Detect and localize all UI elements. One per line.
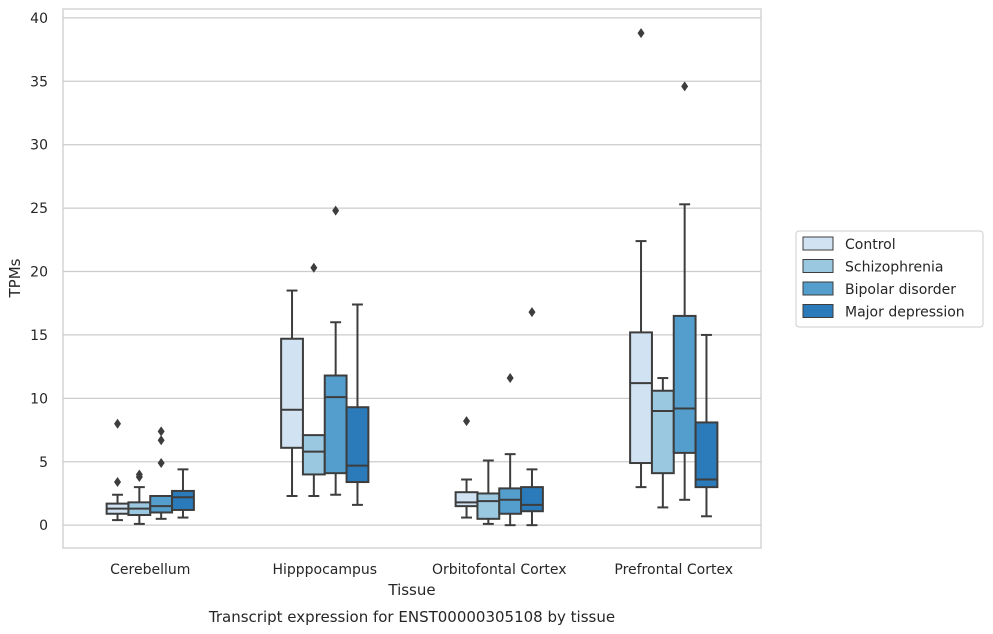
box-body — [454, 491, 479, 508]
box-schizophrenia — [301, 262, 326, 498]
box-body — [694, 421, 719, 489]
outlier-point — [114, 418, 122, 429]
box-body — [520, 486, 544, 513]
box-body — [672, 314, 697, 454]
x-tick-label: Cerebellum — [110, 562, 190, 578]
box-major-depression — [694, 333, 719, 518]
box-body — [301, 434, 326, 476]
box-control — [280, 289, 304, 498]
y-tick-label: 15 — [30, 328, 48, 344]
legend-swatch — [802, 281, 834, 296]
box-major-depression — [520, 307, 544, 527]
y-tick-label: 40 — [30, 11, 48, 27]
legend-frame — [795, 230, 984, 328]
outlier-point — [310, 262, 318, 273]
outlier-point — [157, 426, 165, 437]
box-body — [345, 406, 370, 484]
outlier-point — [135, 469, 143, 480]
box-bipolar-disorder — [672, 81, 697, 501]
x-tick-label: Orbitofontal Cortex — [432, 562, 567, 578]
outlier-point — [114, 477, 122, 488]
box-body — [280, 337, 304, 449]
legend-swatch — [802, 259, 834, 273]
box-major-depression — [345, 303, 370, 506]
y-tick-label: 5 — [39, 455, 48, 471]
y-tick-labels: 0 5 10 15 20 25 30 35 40 — [30, 11, 48, 534]
box-body — [629, 331, 653, 465]
y-tick-label: 10 — [30, 391, 48, 407]
y-tick-label: 25 — [30, 201, 48, 217]
legend-label: Control — [845, 237, 896, 253]
legend-label: Schizophrenia — [845, 260, 943, 276]
box-groups — [105, 28, 719, 527]
outlier-point — [157, 458, 165, 469]
outlier-point — [332, 205, 340, 216]
legend-label: Bipolar disorder — [845, 282, 956, 298]
y-tick-label: 20 — [30, 265, 48, 281]
y-tick-label: 30 — [30, 138, 48, 154]
y-tick-label: 0 — [39, 518, 48, 534]
box-body — [498, 487, 523, 515]
outlier-point — [637, 28, 645, 39]
box-body — [323, 374, 348, 475]
box-control — [454, 416, 479, 519]
outlier-point — [506, 373, 514, 384]
x-axis-title: Tissue — [387, 581, 435, 599]
x-tick-label: Hipppocampus — [272, 562, 377, 578]
chart-caption: Transcript expression for ENST0000030510… — [208, 608, 615, 626]
box-schizophrenia — [650, 377, 675, 509]
box-body — [149, 495, 174, 514]
box-major-depression — [171, 468, 195, 519]
legend-label: Major depression — [845, 305, 965, 321]
box-body — [650, 389, 675, 475]
x-tick-label: Prefrontal Cortex — [614, 562, 733, 578]
outlier-point — [681, 81, 689, 92]
legend: Control Schizophrenia Bipolar disorder Majo… — [795, 230, 984, 328]
gridlines — [63, 17, 761, 526]
legend-swatch — [802, 236, 834, 251]
box-bipolar-disorder — [323, 205, 348, 496]
outlier-point — [157, 435, 165, 446]
y-tick-label: 35 — [30, 74, 48, 90]
legend-swatch — [802, 304, 834, 318]
outlier-point — [528, 307, 536, 318]
outlier-point — [463, 416, 471, 427]
box-control — [629, 28, 653, 489]
box-body — [476, 492, 501, 520]
y-axis-title: TPMs — [6, 258, 24, 298]
box-body — [171, 489, 195, 511]
x-tick-labels: Cerebellum Hipppocampus Orbitofontal Corte… — [110, 562, 733, 578]
